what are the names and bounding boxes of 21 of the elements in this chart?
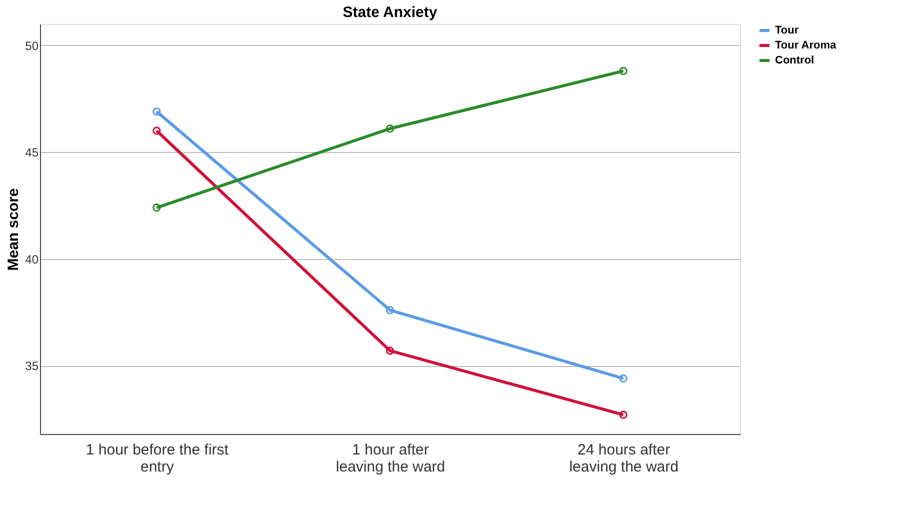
legend-label: Tour Aroma [775,40,837,52]
point [619,410,628,419]
point [152,107,161,116]
point [619,66,628,76]
y-axis-title: Mean score [5,188,22,271]
x-tick-label: 1 hour before the first entry [86,442,230,476]
y-tick-label: 40 [25,252,39,266]
y-tick-label: 50 [25,38,39,53]
legend-label: Control [775,54,814,66]
x-tick-label: 24 hours after leaving the ward [569,442,678,476]
x-tick-label: 1 hour after leaving the ward [336,442,446,476]
point [152,126,161,135]
y-tick-label: 45 [25,146,39,160]
legend-label: Tour [775,24,800,36]
point [386,306,394,314]
y-tick-label: 35 [25,359,39,374]
chart-title: State Anxiety [342,4,438,21]
point [386,346,394,355]
point [386,124,394,133]
point [152,204,161,212]
point [619,374,628,383]
